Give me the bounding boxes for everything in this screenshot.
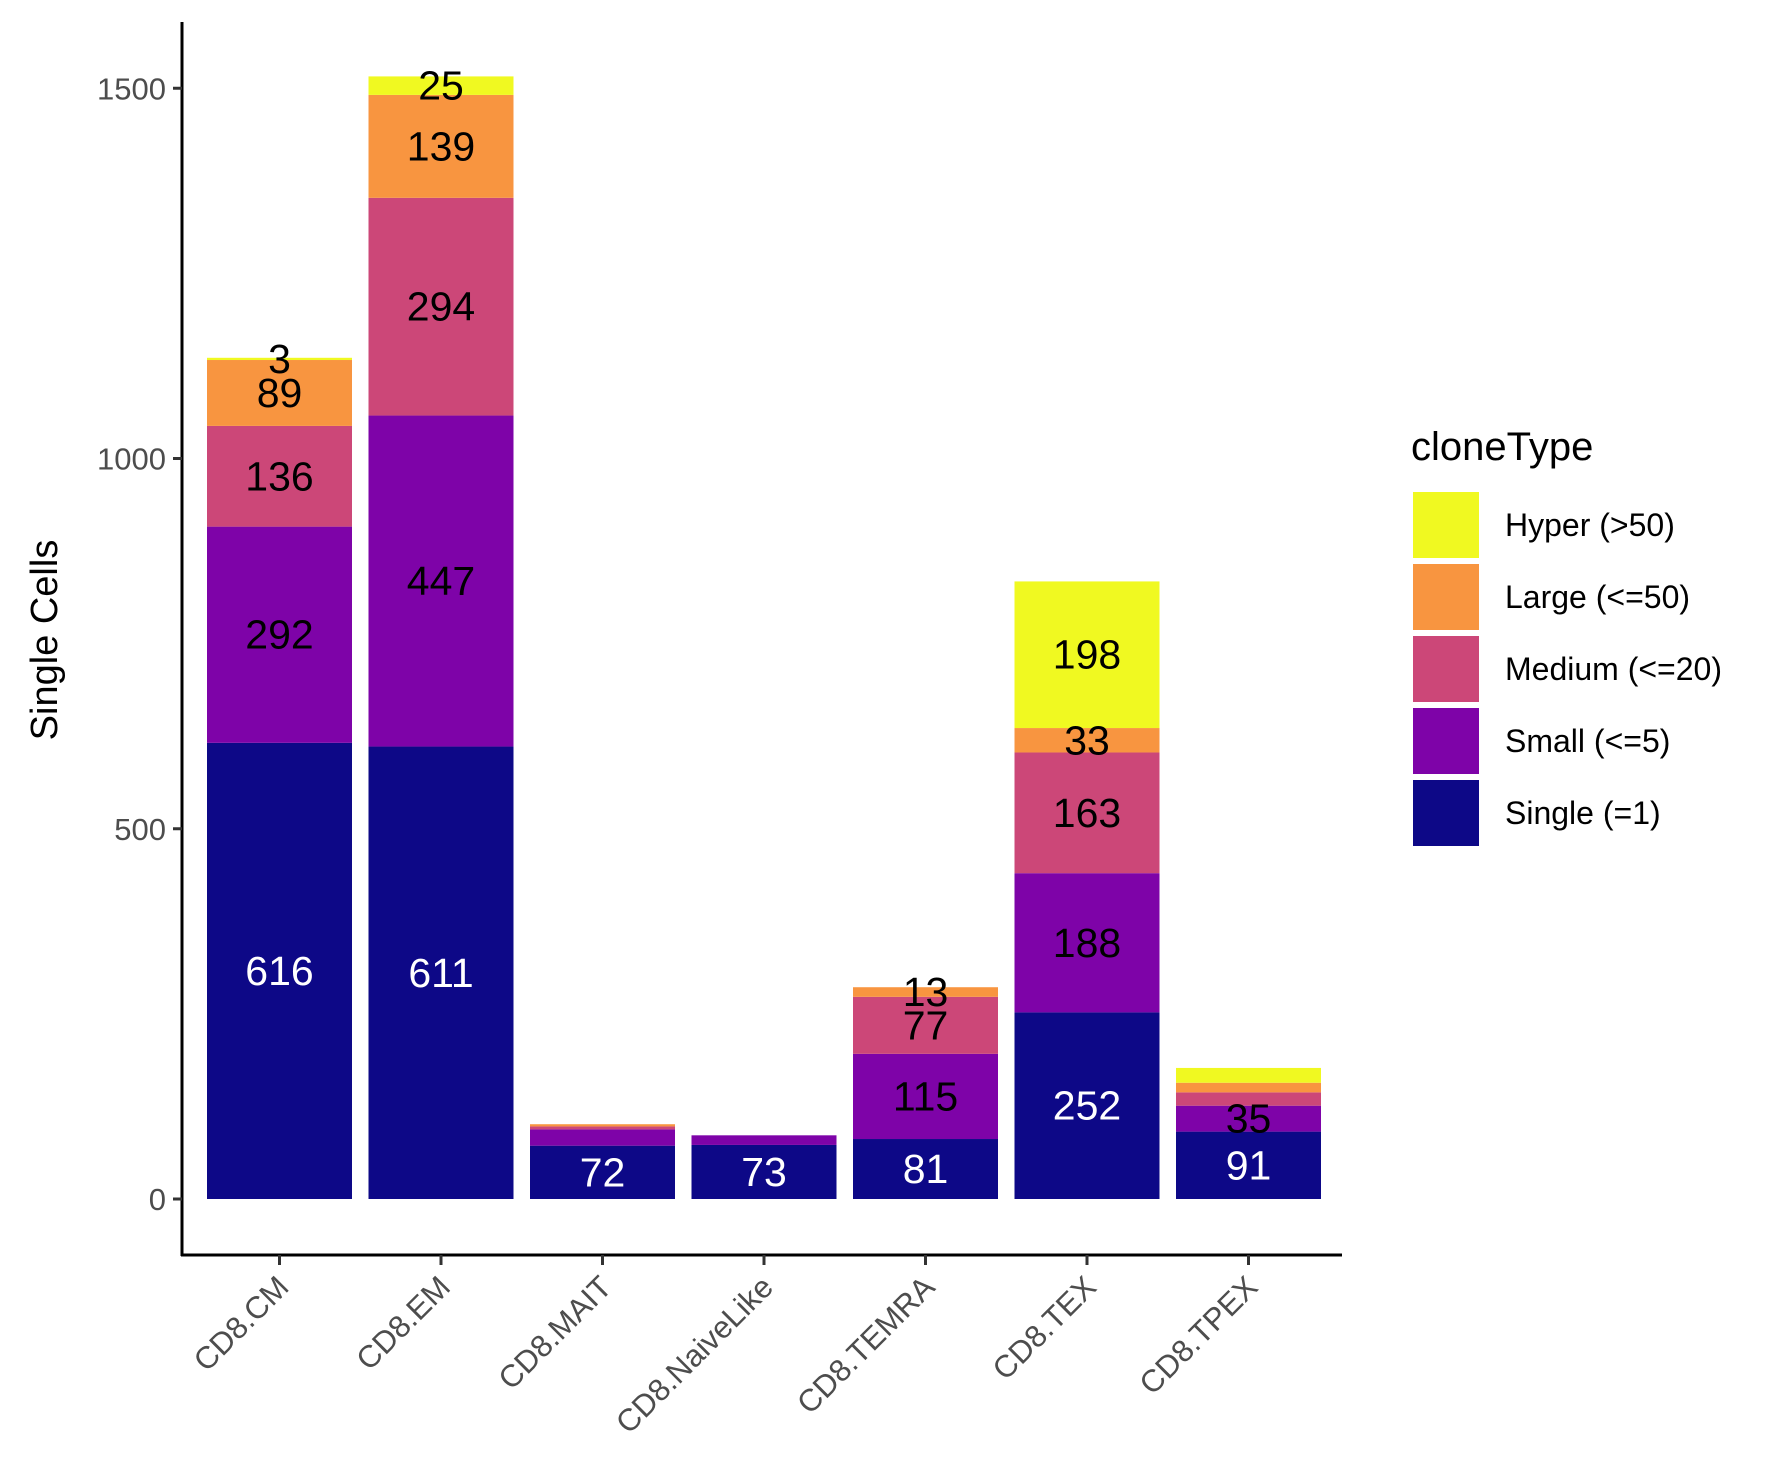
bar-segment — [1014, 581, 1160, 729]
bar-segment — [530, 1126, 675, 1130]
data-label: 115 — [893, 1073, 958, 1119]
bar-segment — [1014, 752, 1160, 874]
x-tick-label: CD8.TEMRA — [790, 1269, 942, 1421]
bar-segment — [1014, 1012, 1160, 1199]
bar-segment — [853, 987, 998, 997]
data-label: 616 — [245, 948, 313, 994]
data-label: 611 — [408, 950, 473, 996]
bar-segment — [691, 1144, 837, 1199]
data-label: 91 — [1226, 1142, 1272, 1188]
legend-title: cloneType — [1411, 425, 1593, 469]
bar-segment — [1014, 728, 1160, 753]
bar-segment — [691, 1135, 837, 1145]
data-label: 294 — [407, 284, 475, 330]
y-tick-label: 500 — [114, 812, 166, 847]
bar-segment — [1176, 1092, 1321, 1106]
x-tick-label: CD8.CM — [187, 1269, 296, 1378]
bar-segment — [207, 360, 352, 426]
data-label: 136 — [245, 453, 313, 499]
y-axis-ticks: 0 500 1000 1500 — [97, 71, 182, 1217]
legend-swatch — [1413, 780, 1479, 846]
data-label: 89 — [257, 370, 303, 416]
bar-segment — [368, 76, 514, 95]
y-tick-label: 0 — [149, 1182, 166, 1217]
legend: cloneType Hyper (>50) Large (<=50) Medium … — [1411, 425, 1722, 846]
bar-segment — [1176, 1131, 1321, 1199]
data-label: 292 — [245, 612, 313, 658]
data-label: 72 — [580, 1149, 626, 1195]
data-label: 252 — [1053, 1083, 1121, 1129]
data-label: 81 — [903, 1146, 949, 1192]
bar-segment — [1176, 1105, 1321, 1132]
data-label: 33 — [1064, 717, 1110, 763]
bar-segment — [207, 526, 352, 743]
legend-label: Single (=1) — [1505, 795, 1661, 831]
bar-segment — [1176, 1067, 1321, 1083]
data-label: 163 — [1053, 790, 1121, 836]
x-tick-label: CD8.NaiveLike — [609, 1269, 780, 1440]
bar-segment — [530, 1129, 675, 1146]
x-tick-label: CD8.TEX — [986, 1269, 1104, 1387]
bar-segment — [530, 1145, 675, 1199]
y-axis-title: Single Cells — [24, 540, 66, 741]
bar-segment — [853, 1139, 998, 1199]
legend-swatch — [1413, 636, 1479, 702]
bar-segment — [530, 1124, 675, 1127]
bar-segment — [368, 415, 514, 747]
data-label: 3 — [268, 336, 291, 382]
bars-layer — [207, 76, 1321, 1199]
bar-segment — [853, 996, 998, 1054]
x-tick-label: CD8.EM — [349, 1269, 457, 1377]
data-label: 77 — [903, 1002, 949, 1048]
x-tick-label: CD8.TPEX — [1132, 1269, 1264, 1401]
bar-segment — [368, 197, 514, 416]
legend-label: Small (<=5) — [1505, 723, 1670, 759]
data-label: 188 — [1053, 920, 1121, 966]
data-label: 139 — [407, 123, 475, 169]
legend-label: Medium (<=20) — [1505, 651, 1722, 687]
bar-segment — [207, 742, 352, 1199]
data-label: 13 — [903, 969, 949, 1015]
bar-segment — [1176, 1082, 1321, 1093]
y-tick-label: 1000 — [97, 442, 166, 477]
data-label: 447 — [407, 558, 475, 604]
legend-swatch — [1413, 492, 1479, 558]
data-label: 73 — [741, 1149, 787, 1195]
x-tick-label: CD8.MAIT — [491, 1269, 618, 1396]
data-label: 25 — [418, 63, 464, 109]
data-label: 35 — [1226, 1096, 1272, 1142]
bar-segment — [368, 746, 514, 1199]
bar-segment — [853, 1053, 998, 1140]
bar-segment — [207, 357, 352, 361]
bar-segment — [1014, 873, 1160, 1013]
legend-label: Hyper (>50) — [1505, 507, 1675, 543]
bar-segment — [207, 425, 352, 527]
bar-segment — [368, 94, 514, 198]
legend-swatch — [1413, 708, 1479, 774]
y-tick-label: 1500 — [97, 71, 166, 106]
legend-swatch — [1413, 564, 1479, 630]
legend-label: Large (<=50) — [1505, 579, 1690, 615]
data-label: 198 — [1053, 632, 1121, 678]
